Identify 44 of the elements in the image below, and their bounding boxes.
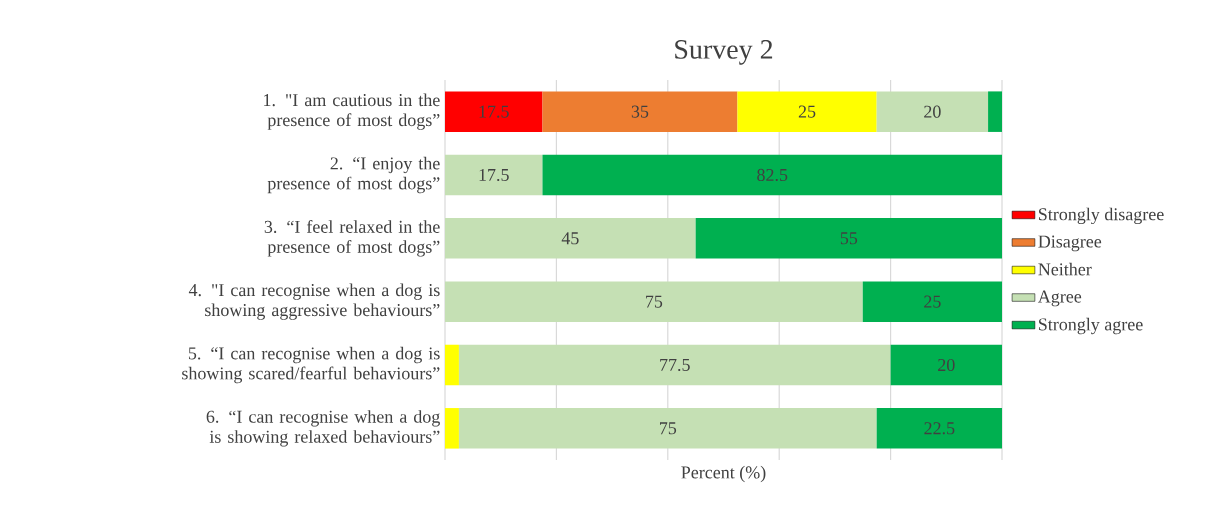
bar (445, 408, 459, 449)
data-label: 45 (561, 232, 579, 245)
legend-label: Disagree (1038, 235, 1102, 252)
y-tick-label: 3. “I feel relaxed in the presence of most dogs” (264, 220, 440, 257)
bar (988, 91, 1002, 132)
data-label: 25 (798, 105, 816, 118)
data-label: 75 (660, 422, 677, 435)
legend-label: Agree (1037, 290, 1082, 307)
y-tick-label: 2. “I enjoy the presence of most dogs” (267, 156, 440, 194)
legend-label: Strongly disagree (1039, 207, 1164, 225)
bar (542, 91, 738, 132)
bar (445, 344, 459, 386)
chart-title: Survey 2 (675, 40, 773, 65)
legend-label: Neither (1038, 262, 1092, 276)
bar (445, 281, 863, 322)
bar (445, 91, 543, 132)
bar (458, 344, 891, 386)
y-tick-label: 4. "I can recognise when a dog is showing aggressive behaviours” (188, 283, 440, 320)
bar (445, 154, 543, 196)
data-label: 22.5 (924, 422, 955, 435)
bar (862, 281, 1002, 322)
data-label: 20 (924, 105, 941, 118)
bar (445, 218, 696, 259)
bar (458, 408, 877, 449)
x-axis-title: Percent (%) (681, 465, 766, 483)
data-label: 35 (631, 105, 649, 118)
legend-label: Strongly agree (1039, 317, 1143, 335)
bar (876, 91, 989, 132)
data-label: 55 (840, 232, 858, 245)
y-tick-label: 6. “I can recognise when a dog is showing relaxed behaviours” (206, 410, 440, 447)
data-label: 17.5 (479, 168, 509, 182)
data-label: 75 (646, 295, 663, 308)
data-label: 25 (924, 295, 941, 308)
bar (876, 408, 1002, 449)
data-label: 82.5 (757, 168, 788, 182)
data-label: 20 (938, 358, 955, 372)
bar (695, 218, 1002, 259)
bar (890, 344, 1002, 386)
data-label: 17.5 (479, 105, 509, 118)
data-label: 77.5 (660, 358, 690, 372)
y-tick-label: 5. “I can recognise when a dog is showing scared/fearful behaviours” (182, 346, 440, 384)
y-tick-label: 1. "I am cautious in the presence of most dogs” (264, 93, 440, 130)
bar (542, 154, 1002, 196)
bar (737, 91, 877, 132)
